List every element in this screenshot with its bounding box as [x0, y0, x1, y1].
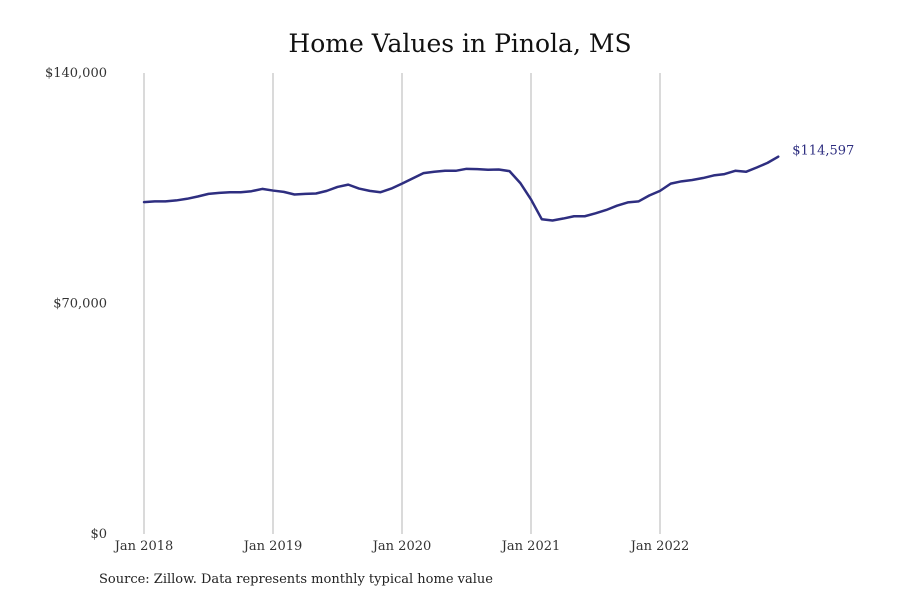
end-value-label-0: $114,597 — [792, 144, 854, 159]
x-tick-label-4: Jan 2022 — [629, 539, 690, 554]
y-tick-label-1: $70,000 — [53, 297, 107, 312]
vertical-gridlines — [143, 73, 661, 534]
y-tick-label-2: $140,000 — [45, 66, 107, 81]
y-axis-tick-labels: $0 $70,000 $140,000 — [45, 66, 107, 542]
y-tick-label-0: $0 — [90, 527, 107, 542]
source-note: Source: Zillow. Data represents monthly … — [99, 572, 493, 587]
x-tick-label-1: Jan 2019 — [242, 539, 303, 554]
series-layer — [142, 155, 780, 222]
x-tick-label-2: Jan 2020 — [371, 539, 432, 554]
x-tick-label-3: Jan 2021 — [500, 539, 561, 554]
x-tick-label-0: Jan 2018 — [113, 539, 174, 554]
x-axis-tick-labels: Jan 2018 Jan 2019 Jan 2020 Jan 2021 Jan 2022 — [113, 539, 690, 554]
chart-title: Home Values in Pinola, MS — [288, 29, 631, 58]
series-line-0 — [142, 155, 780, 222]
end-value-labels: $114,597 — [792, 144, 854, 159]
